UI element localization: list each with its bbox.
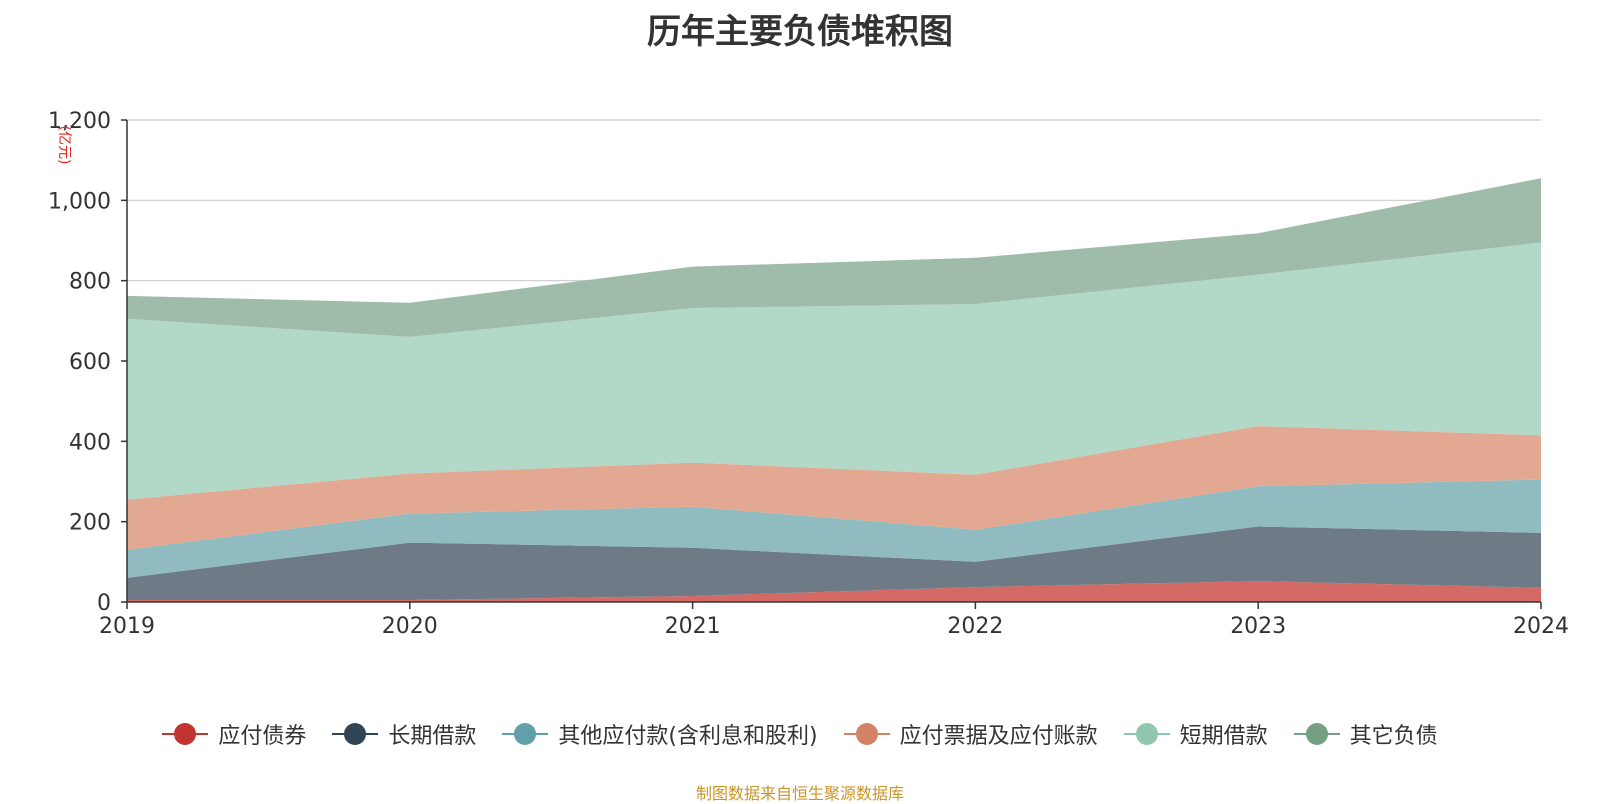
y-tick-label: 600: [69, 350, 111, 375]
y-tick-label: 1,000: [48, 189, 111, 214]
legend-label: 应付票据及应付账款: [899, 724, 1098, 749]
legend-label: 其他应付款(含利息和股利): [558, 724, 818, 749]
legend-marker-icon: [332, 722, 379, 746]
legend-marker-icon: [502, 722, 549, 746]
area-其它负债: [127, 178, 1541, 337]
legend-label: 长期借款: [388, 724, 477, 749]
x-tick-label: 2023: [1230, 614, 1286, 639]
x-tick-label: 2019: [99, 614, 155, 639]
x-tick-label: 2024: [1513, 614, 1569, 639]
legend-marker-icon: [162, 722, 209, 746]
legend-item[interactable]: 应付债券: [162, 718, 306, 750]
y-tick-label: 200: [69, 511, 111, 536]
area-长期借款: [127, 526, 1541, 600]
x-tick-label: 2022: [947, 614, 1003, 639]
area-应付票据及应付账款: [127, 426, 1541, 550]
legend-item[interactable]: 其他应付款(含利息和股利): [502, 718, 818, 750]
legend-label: 其它负债: [1349, 724, 1438, 749]
area-短期借款: [127, 242, 1541, 500]
area-series: [127, 178, 1541, 602]
legend-item[interactable]: 其它负债: [1293, 718, 1438, 750]
legend-label: 短期借款: [1179, 724, 1268, 749]
legend-label: 应付债券: [218, 724, 307, 749]
y-tick-label: 400: [69, 430, 111, 455]
legend: 应付债券 长期借款 其他应付款(含利息和股利) 应付票据及应付账款 短期借款 其它负债: [0, 718, 1600, 750]
y-tick-label: 800: [69, 270, 111, 295]
axes: 0 200 400 600 800 1,000 1,200 2019 2020 2021 2022 2…: [48, 109, 1569, 639]
legend-item[interactable]: 长期借款: [332, 718, 476, 750]
area-其他应付款(含利息和股利): [127, 479, 1541, 578]
legend-item[interactable]: 短期借款: [1123, 718, 1268, 750]
x-tick-label: 2021: [665, 614, 721, 639]
legend-marker-icon: [1123, 722, 1170, 746]
y-axis-unit-label: (亿元): [56, 126, 72, 165]
x-tick-label: 2020: [382, 614, 438, 639]
legend-item[interactable]: 应付票据及应付账款: [843, 718, 1098, 750]
legend-marker-icon: [843, 722, 890, 746]
y-tick-label: 1,200: [48, 109, 111, 134]
y-tick-label: 0: [97, 591, 111, 616]
legend-marker-icon: [1293, 722, 1340, 746]
chart-title: 历年主要负债堆积图: [647, 12, 953, 52]
source-note: 制图数据来自恒生聚源数据库: [695, 784, 904, 803]
